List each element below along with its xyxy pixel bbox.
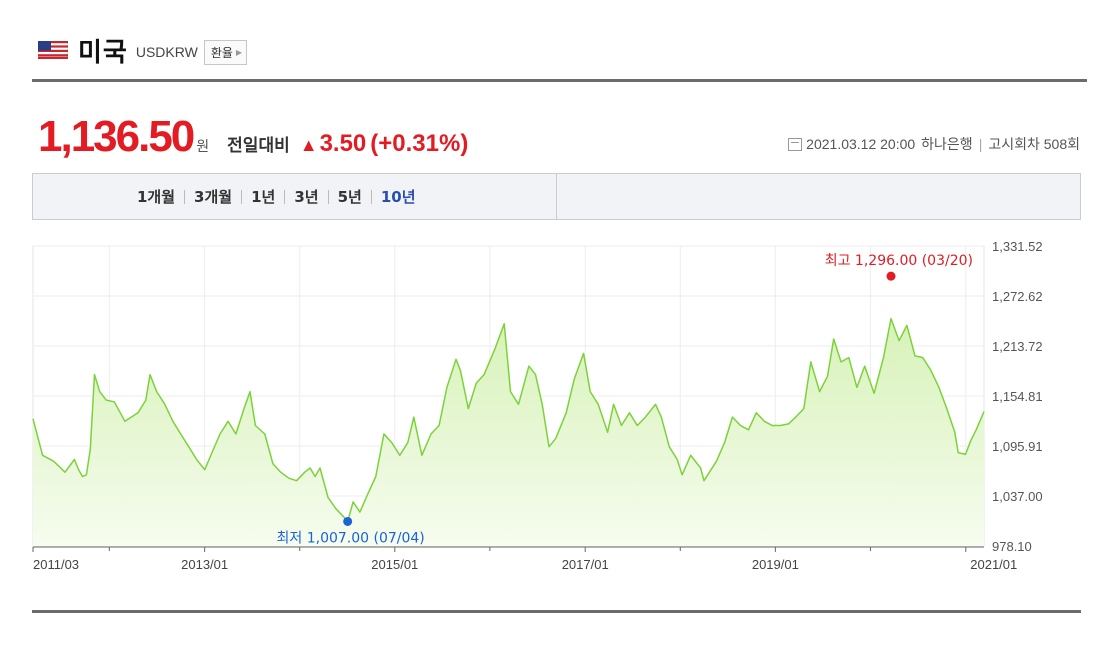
tab-divider (184, 189, 186, 204)
y-tick-label: 1,095.91 (992, 439, 1043, 454)
compare-label: 전일대비 (227, 136, 290, 156)
currency-code: USDKRW (135, 44, 198, 60)
quote-datetime: 2021.03.12 20:00 (806, 136, 916, 152)
area-fill (33, 318, 984, 546)
y-tick-label: 1,331.52 (992, 239, 1043, 254)
exchange-rate-button[interactable]: 환율 ▶ (203, 39, 248, 65)
y-tick-label: 1,213.72 (992, 339, 1043, 354)
tab-10-years[interactable]: 10년 (380, 188, 416, 206)
bottom-divider (32, 610, 1081, 613)
quote-meta: 2021.03.12 20:00 하나은행 | 고시회차 508회 (788, 134, 1080, 154)
top-divider (32, 79, 1087, 82)
high-label: 최고 1,296.00 (03/20) (825, 253, 973, 269)
tab-1-year[interactable]: 1년 (251, 188, 276, 206)
x-tick-label: 2011/03 (33, 557, 79, 572)
tabs-empty-area (557, 174, 1080, 219)
tab-5-years[interactable]: 5년 (337, 188, 362, 206)
meta-separator: | (978, 136, 983, 152)
tab-3-months[interactable]: 3개월 (194, 188, 233, 206)
y-tick-label: 978.10 (992, 539, 1032, 554)
y-tick-label: 1,037.00 (992, 489, 1043, 504)
period-tab-list: 1개월 3개월 1년 3년 5년 10년 (33, 174, 557, 219)
price-unit: 원 (196, 139, 210, 155)
caret-right-icon: ▶ (235, 47, 243, 57)
exchange-rate-button-label: 환율 (210, 45, 233, 60)
low-label: 최저 1,007.00 (07/04) (277, 530, 425, 546)
page-header: 미국 USDKRW 환율 ▶ (38, 30, 248, 70)
low-marker (343, 516, 353, 526)
tab-divider (370, 189, 372, 204)
tab-divider (327, 189, 329, 204)
x-tick-label: 2021/01 (970, 557, 1017, 572)
price-row: 1,136.50 원 전일대비 ▲ 3.50 (+0.31%) (38, 112, 468, 162)
high-marker (886, 271, 896, 281)
period-tabs: 1개월 3개월 1년 3년 5년 10년 (32, 173, 1081, 220)
calendar-icon (788, 137, 803, 151)
quote-bank: 하나은행 (921, 136, 973, 152)
y-tick-label: 1,154.81 (992, 389, 1043, 404)
price-change: ▲ 3.50 (+0.31%) (300, 130, 469, 158)
tab-divider (284, 189, 286, 204)
current-price: 1,136.50 (38, 112, 195, 161)
country-title: 미국 (78, 37, 128, 68)
quote-notice: 고시회차 508회 (988, 136, 1080, 152)
series-line (32, 317, 985, 523)
change-value: 3.50 (319, 130, 367, 157)
change-percent: (+0.31%) (370, 130, 469, 157)
x-tick-label: 2013/01 (181, 557, 228, 572)
tab-3-years[interactable]: 3년 (294, 188, 319, 206)
y-tick-label: 1,272.62 (992, 289, 1043, 304)
tab-divider (241, 189, 243, 204)
x-tick-label: 2015/01 (371, 557, 418, 572)
up-triangle-icon: ▲ (299, 135, 318, 155)
x-tick-label: 2017/01 (562, 557, 609, 572)
exchange-rate-chart: 1,331.52 1,272.62 1,213.72 1,154.81 1,095.91… (32, 239, 1043, 572)
us-flag-icon (38, 41, 68, 59)
x-tick-label: 2019/01 (752, 557, 799, 572)
tab-1-month[interactable]: 1개월 (137, 188, 176, 206)
